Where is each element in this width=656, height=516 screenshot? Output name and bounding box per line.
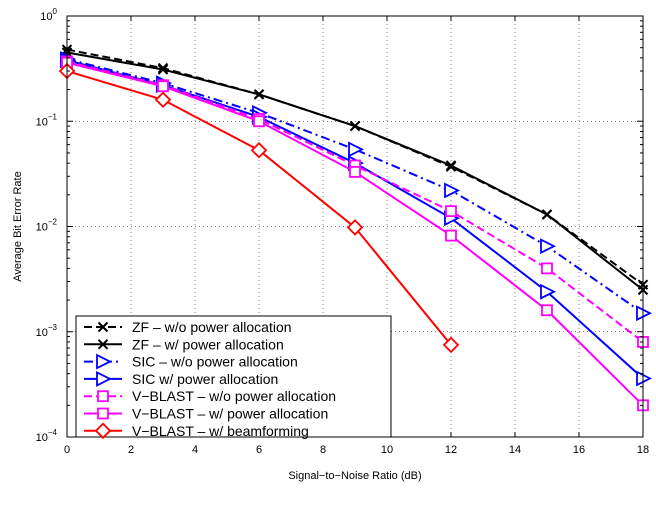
marker-stroke	[157, 62, 169, 74]
marker-stroke	[97, 339, 109, 350]
legend-item: V−BLAST – w/o power allocation	[84, 388, 336, 404]
legend-item: ZF – w/o power allocation	[84, 319, 292, 335]
y-tick-label: 10−4	[36, 428, 58, 444]
data-point	[444, 182, 461, 199]
y-tick-exponent: −2	[48, 218, 58, 227]
data-point	[540, 283, 557, 300]
legend-item: V−BLAST – w/ power allocation	[84, 406, 328, 422]
legend-item: SIC w/ power allocation	[84, 371, 278, 387]
legend-item: V−BLAST – w/ beamforming	[84, 422, 309, 440]
legend-box	[75, 315, 392, 438]
y-tick-label: 10−3	[36, 323, 58, 339]
legend-swatch-marker	[96, 370, 113, 387]
x-tick-label: 6	[256, 444, 262, 456]
marker-stroke	[445, 160, 457, 171]
x-axis-label: Signal−to−Noise Ratio (dB)	[288, 470, 421, 482]
legend-swatch-marker	[97, 339, 109, 350]
data-point	[442, 336, 460, 354]
x-tick-label: 16	[573, 444, 585, 456]
y-tick-mantissa: 10	[40, 11, 52, 23]
x-tick-label: 4	[192, 444, 198, 456]
y-tick-mantissa: 10	[36, 222, 48, 234]
data-point	[540, 238, 557, 255]
legend-swatch-marker	[97, 390, 109, 403]
legend-label: SIC w/ power allocation	[132, 371, 278, 387]
legend-label: SIC – w/o power allocation	[132, 354, 298, 370]
data-point	[157, 80, 169, 93]
x-tick-label: 10	[381, 444, 393, 456]
y-tick-label: 10−1	[36, 112, 58, 128]
data-point	[349, 120, 361, 132]
data-point	[348, 141, 365, 158]
data-point	[541, 209, 553, 220]
data-point	[253, 115, 265, 128]
y-tick-label: 10−2	[36, 218, 58, 234]
data-point	[346, 219, 364, 236]
legend-label: V−BLAST – w/ power allocation	[132, 406, 328, 422]
y-tick-exponent: 0	[53, 7, 58, 16]
marker-stroke	[157, 64, 169, 75]
legend-item: ZF – w/ power allocation	[84, 336, 284, 352]
x-tick-label: 12	[445, 444, 457, 456]
data-point	[157, 64, 169, 75]
x-tick-label: 2	[128, 444, 134, 456]
marker-stroke	[253, 89, 265, 100]
y-axis-label: Average Bit Error Rate	[12, 171, 24, 281]
marker-stroke	[349, 120, 361, 132]
legend-label: ZF – w/ power allocation	[132, 336, 284, 352]
legend-swatch-marker	[97, 407, 109, 420]
y-tick-mantissa: 10	[36, 327, 48, 339]
data-point	[253, 89, 265, 100]
y-tick-exponent: −1	[48, 112, 58, 121]
series-6	[58, 62, 460, 354]
data-point	[445, 160, 457, 171]
legend-label: V−BLAST – w/o power allocation	[132, 388, 336, 404]
data-point	[445, 229, 457, 242]
y-tick-mantissa: 10	[36, 432, 48, 444]
y-tick-exponent: −3	[48, 323, 58, 332]
legend-label: V−BLAST – w/ beamforming	[132, 423, 309, 439]
data-point	[349, 166, 361, 178]
x-tick-label: 0	[64, 444, 70, 456]
y-tick-exponent: −4	[48, 428, 58, 437]
data-point	[250, 141, 268, 159]
legend-label: ZF – w/o power allocation	[132, 319, 292, 335]
legend-swatch-marker	[96, 353, 113, 370]
data-point	[154, 91, 172, 109]
series-layer	[58, 44, 653, 412]
marker-stroke	[541, 209, 553, 220]
data-point	[541, 262, 553, 275]
legend-swatch-marker	[97, 321, 109, 333]
data-point	[541, 304, 553, 317]
data-point	[445, 205, 457, 218]
x-tick-label: 8	[320, 444, 326, 456]
x-tick-label: 14	[509, 444, 521, 456]
y-tick-label: 100	[40, 7, 57, 23]
legend-item: SIC – w/o power allocation	[84, 354, 298, 370]
x-tick-label: 18	[637, 444, 649, 456]
legend-swatch-marker	[94, 422, 112, 440]
marker-stroke	[97, 321, 109, 333]
y-tick-mantissa: 10	[36, 116, 48, 128]
